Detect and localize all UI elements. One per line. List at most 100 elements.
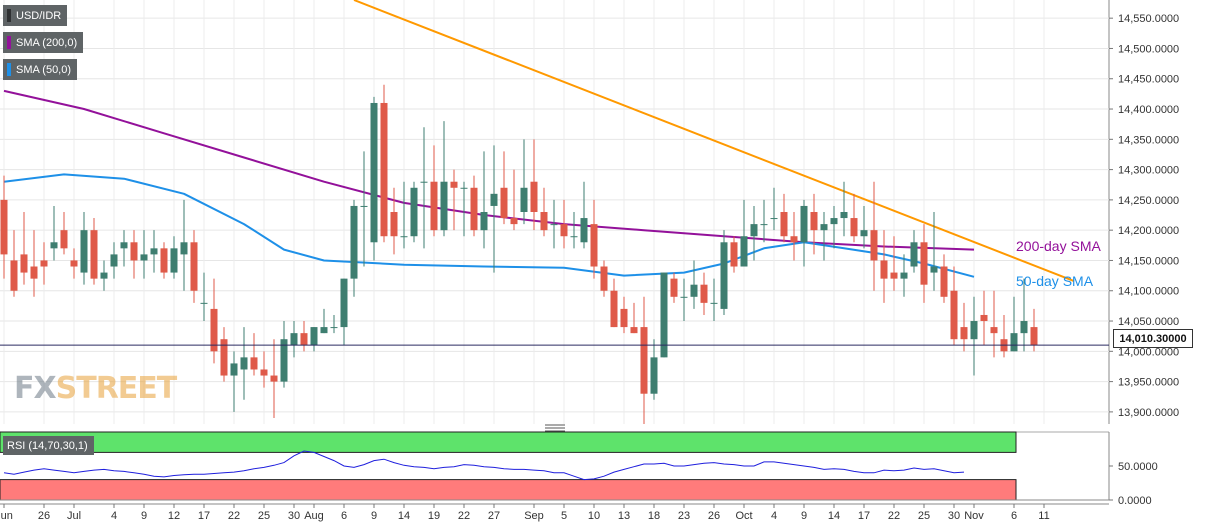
candle bbox=[770, 187, 778, 231]
candle-body bbox=[620, 308, 628, 328]
price-grid bbox=[0, 0, 1110, 424]
sma50-annotation: 50-day SMA bbox=[1016, 273, 1094, 289]
candle bbox=[890, 236, 898, 291]
date-tick-label: 4 bbox=[771, 510, 777, 522]
candle-body bbox=[210, 308, 218, 352]
candle-body bbox=[740, 236, 748, 267]
candle-body bbox=[810, 212, 818, 231]
candle-body bbox=[430, 181, 438, 231]
candle-body bbox=[220, 339, 228, 376]
candle bbox=[0, 175, 8, 279]
date-tick-label: 27 bbox=[488, 510, 500, 522]
candle bbox=[330, 314, 338, 334]
candle bbox=[690, 260, 698, 309]
candle bbox=[500, 151, 508, 225]
candle bbox=[160, 242, 168, 279]
candle-body bbox=[950, 290, 958, 340]
price-tick-label: 13,900.0000 bbox=[1118, 407, 1179, 419]
candle bbox=[820, 212, 828, 261]
date-tick-label: 6 bbox=[1011, 510, 1017, 522]
candle-body bbox=[470, 187, 478, 231]
candle-body bbox=[520, 187, 528, 212]
candle-body bbox=[650, 357, 658, 394]
price-tick-label: 14,400.0000 bbox=[1118, 104, 1179, 116]
price-tick-label: 14,350.0000 bbox=[1118, 134, 1179, 146]
candle-body bbox=[380, 102, 388, 237]
candle bbox=[460, 181, 468, 237]
candle bbox=[830, 205, 838, 249]
date-tick-label: Sep bbox=[524, 510, 544, 522]
date-axis: Jun 26 Jul 4 9 12 17 22 25 30 Aug 6 9 14 19 22 27 Sep 5 10 1… bbox=[0, 503, 1109, 522]
candle-body bbox=[600, 266, 608, 291]
sma50-legend[interactable]: SMA (50,0) bbox=[3, 59, 78, 80]
date-tick-label: 9 bbox=[141, 510, 147, 522]
candle bbox=[140, 230, 148, 279]
date-tick-label: 6 bbox=[341, 510, 347, 522]
candle-body bbox=[320, 327, 328, 334]
candle-body bbox=[840, 212, 848, 219]
rsi-panel: 50.0000 0.0000 bbox=[0, 431, 1158, 507]
candle-body bbox=[700, 284, 708, 303]
candle-body bbox=[180, 242, 188, 255]
date-tick-label: 9 bbox=[801, 510, 807, 522]
date-tick-label: 14 bbox=[398, 510, 410, 522]
candle bbox=[730, 236, 738, 273]
candle bbox=[450, 169, 458, 231]
candle bbox=[930, 212, 938, 291]
candle-body bbox=[780, 212, 788, 237]
candle-body bbox=[500, 187, 508, 219]
candle bbox=[550, 199, 558, 249]
price-tick-label: 13,950.0000 bbox=[1118, 377, 1179, 389]
candle bbox=[90, 218, 98, 285]
candle bbox=[790, 212, 798, 261]
date-tick-label: 26 bbox=[708, 510, 720, 522]
candle-body bbox=[240, 357, 248, 370]
candle-body bbox=[420, 181, 428, 183]
candle-body bbox=[510, 218, 518, 225]
candlestick-layer bbox=[0, 84, 1038, 424]
candle bbox=[640, 296, 648, 424]
date-tick-label: 17 bbox=[858, 510, 870, 522]
candle-body bbox=[400, 236, 408, 238]
sma200-legend[interactable]: SMA (200,0) bbox=[3, 32, 84, 53]
candle-body bbox=[970, 321, 978, 340]
candle bbox=[570, 212, 578, 249]
candle-body bbox=[340, 278, 348, 328]
candle bbox=[510, 169, 518, 231]
candle-body bbox=[640, 327, 648, 394]
candle-body bbox=[100, 272, 108, 279]
candle-body bbox=[540, 212, 548, 231]
rsi-overbought-zone bbox=[0, 431, 1017, 453]
price-tick-label: 14,550.0000 bbox=[1118, 13, 1179, 25]
candle bbox=[10, 230, 18, 297]
candle bbox=[130, 230, 138, 279]
candle bbox=[750, 205, 758, 261]
candle bbox=[660, 272, 668, 358]
date-tick-label: Nov bbox=[964, 510, 984, 522]
candle bbox=[920, 224, 928, 303]
candle-body bbox=[110, 254, 118, 267]
candle-body bbox=[280, 339, 288, 382]
candle bbox=[50, 205, 58, 261]
candle bbox=[910, 230, 918, 273]
price-tick-label: 14,250.0000 bbox=[1118, 195, 1179, 207]
candle bbox=[170, 236, 178, 279]
candle-body bbox=[980, 314, 988, 322]
candle-body bbox=[50, 242, 58, 249]
candle bbox=[380, 84, 388, 243]
candle-body bbox=[770, 218, 778, 220]
candle bbox=[700, 272, 708, 315]
rsi-legend[interactable]: RSI (14,70,30,1) bbox=[3, 436, 94, 455]
date-tick-label: 25 bbox=[918, 510, 930, 522]
candle-body bbox=[90, 230, 98, 279]
candle-body bbox=[820, 224, 828, 231]
candle-body bbox=[890, 272, 898, 279]
candle bbox=[290, 321, 298, 358]
candle-body bbox=[30, 266, 38, 279]
candle bbox=[210, 278, 218, 364]
candle bbox=[970, 296, 978, 376]
candle-body bbox=[590, 224, 598, 267]
symbol-legend[interactable]: USD/IDR bbox=[3, 5, 68, 26]
candle-body bbox=[250, 357, 258, 370]
candle-body bbox=[440, 181, 448, 231]
